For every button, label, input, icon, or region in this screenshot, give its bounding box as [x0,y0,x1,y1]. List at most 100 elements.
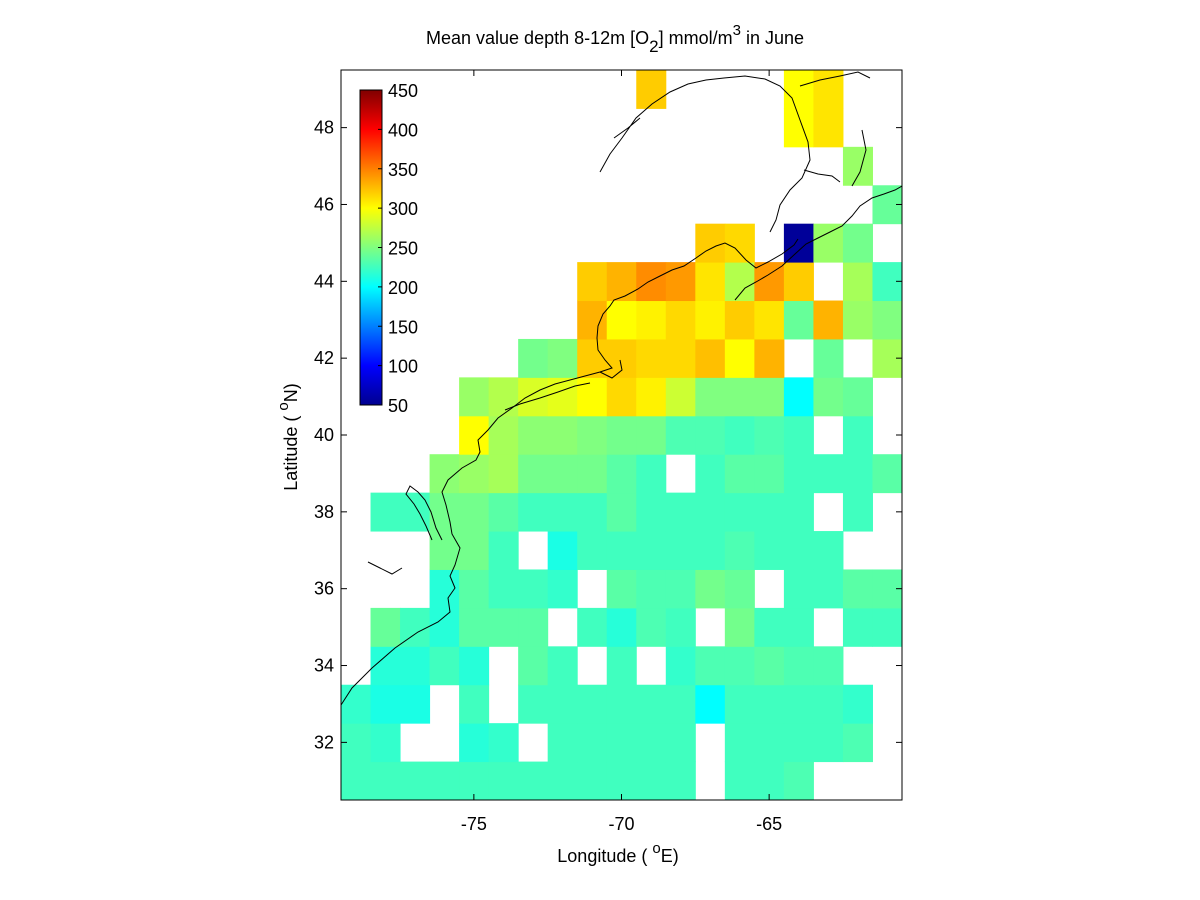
data-cell [636,607,667,647]
data-cell [370,761,401,800]
data-cell [606,723,637,763]
y-tick-label: 34 [314,656,334,676]
data-cell [429,569,460,609]
data-cell [665,531,696,570]
data-cell [665,415,696,455]
data-cell [724,338,755,378]
data-cell [783,377,814,417]
data-cell [842,377,873,417]
data-cell [842,415,873,455]
data-cell [636,338,667,378]
data-cell [813,223,844,263]
data-cell [783,492,814,532]
data-cell [783,723,814,763]
data-cell [842,492,873,532]
data-cell [606,684,637,724]
data-cell [577,607,608,647]
data-cell [400,684,431,724]
data-cell [606,338,637,378]
data-cell [872,607,902,647]
data-cell [577,454,608,494]
data-cell [577,723,608,763]
data-cell [606,377,637,417]
data-cell [783,300,814,340]
data-cell [636,492,667,532]
data-cell [695,377,726,417]
data-cell [813,723,844,763]
data-cell [842,454,873,494]
data-cell [783,70,814,109]
data-cell [724,723,755,763]
data-cell [695,646,726,686]
data-cell [724,684,755,724]
data-cell [724,607,755,647]
data-cell [724,492,755,532]
data-cell [665,723,696,763]
data-cell [606,607,637,647]
colorbar-tick-label: 100 [388,357,418,377]
colorbar: 50 100 150 200 250 300 350 400 450 [359,81,418,416]
data-cell [400,646,431,686]
data-cell [636,569,667,609]
data-cell [400,607,431,647]
data-cell [577,300,608,340]
data-cell [459,761,490,800]
data-cell [459,569,490,609]
data-cell [518,646,549,686]
data-cell [606,415,637,455]
data-cell [547,531,578,570]
data-cell [370,684,401,724]
data-cell [665,761,696,800]
y-tick-label: 48 [314,118,334,138]
data-cell [459,415,490,455]
data-cell [842,607,873,647]
data-cell [459,377,490,417]
data-cell [842,684,873,724]
data-cell [488,723,519,763]
data-cell [459,454,490,494]
data-cell [813,300,844,340]
y-tick-label: 38 [314,502,334,522]
data-cell [547,454,578,494]
data-cell [783,646,814,686]
data-cell [783,761,814,800]
data-cell [754,377,785,417]
data-cell [577,531,608,570]
data-cell [636,723,667,763]
data-cell [665,338,696,378]
data-cell [577,262,608,302]
data-cell [518,761,549,800]
data-cell [606,761,637,800]
data-cell [488,454,519,494]
colorbar-tick-label: 400 [388,120,418,140]
data-cell [754,454,785,494]
colorbar-tick-label: 50 [388,396,408,416]
data-cell [754,531,785,570]
data-cell [813,531,844,570]
data-cell [724,377,755,417]
data-cell [724,300,755,340]
x-axis-ticks: -75 -70 -65 [461,70,782,834]
data-cell [783,223,814,263]
data-cell [488,761,519,800]
x-axis-label: Longitude ( oE) [557,840,678,866]
data-cell [754,492,785,532]
colorbar-tick-label: 350 [388,160,418,180]
data-cell [547,338,578,378]
data-cell [488,492,519,532]
data-cell [813,646,844,686]
data-cell [606,300,637,340]
data-cell [695,492,726,532]
data-cell [577,761,608,800]
coastline-st-lawrence [599,75,811,233]
data-cell [636,415,667,455]
data-cell [488,607,519,647]
colorbar-tick-label: 300 [388,199,418,219]
data-cell [518,569,549,609]
data-cell [547,492,578,532]
data-cell [429,607,460,647]
data-cell [370,646,401,686]
data-cell [813,338,844,378]
data-cell [813,569,844,609]
data-cell [459,531,490,570]
